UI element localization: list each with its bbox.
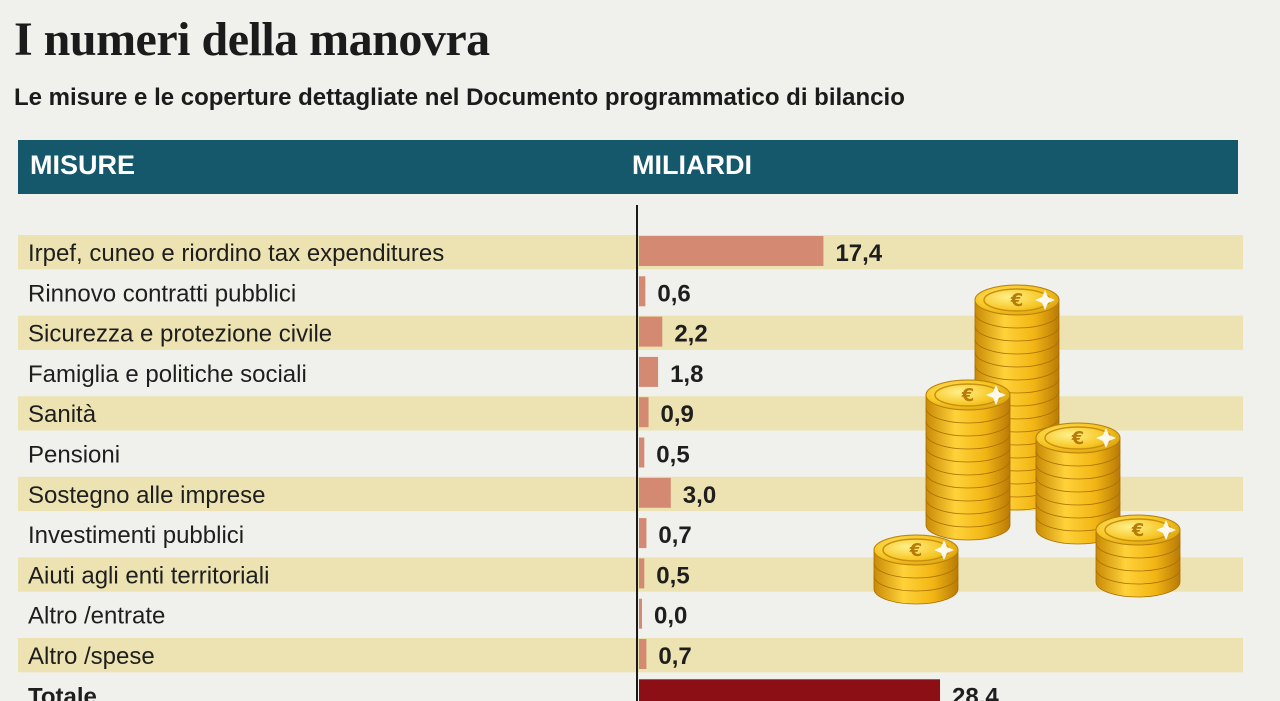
category-label: Irpef, cuneo e riordino tax expenditures [28,240,444,267]
bar [639,356,659,387]
coin-stack: € [1035,422,1121,545]
value-label: 0,5 [656,442,689,469]
category-label: Investimenti pubblici [28,522,244,549]
category-label: Pensioni [28,442,120,469]
svg-text:€: € [961,385,975,406]
bars [639,236,941,701]
value-label: 17,4 [835,240,882,267]
row-stripe [18,557,1243,592]
value-label: 0,0 [654,603,687,630]
billions-column-header: MILIARDI [632,150,752,180]
bar [639,639,647,669]
bar [639,477,671,508]
value-label: 0,7 [658,643,691,670]
coin-stack: € [873,534,959,605]
row-stripe [18,235,1243,270]
measures-column-header: MISURE [30,150,136,180]
chart-title: I numeri della manovra [14,13,490,66]
row-labels: Irpef, cuneo e riordino tax expenditures… [28,240,444,701]
value-label: 28,4 [952,683,999,701]
value-label: 3,0 [683,482,716,509]
svg-text:€: € [1010,290,1024,311]
header-band [18,140,1238,194]
category-label: Rinnovo contratti pubblici [28,280,296,307]
category-label: Sicurezza e protezione civile [28,321,332,348]
category-label: Totale [28,683,97,701]
value-label: 2,2 [674,321,707,348]
svg-text:€: € [1071,428,1085,449]
bar [639,558,645,589]
bar [639,598,642,629]
bar [639,518,647,549]
bar [639,276,646,307]
value-label: 1,8 [670,361,703,388]
chart-subtitle: Le misure e le coperture dettagliate nel… [14,84,905,111]
value-label: 0,9 [661,401,694,428]
value-label: 0,6 [657,280,690,307]
bar [639,679,941,701]
value-labels: 17,4 0,6 2,2 1,8 0,9 0,5 3,0 0,7 0,5 0,0 0,7 28,4 [654,240,999,701]
category-label: Altro /entrate [28,603,165,630]
svg-text:€: € [909,540,923,561]
category-label: Famiglia e politiche sociali [28,361,307,388]
euro-coin-stacks-icon: € € € € € [873,284,1181,605]
coin-stack: € [1095,514,1181,598]
svg-text:€: € [1131,520,1145,541]
bar [639,397,649,428]
coin-stack: € [925,379,1011,541]
category-label: Sostegno alle imprese [28,482,265,509]
category-label: Aiuti agli enti territoriali [28,562,269,589]
bar [639,437,645,468]
row-stripe [18,638,1243,673]
category-label: Sanità [28,401,97,428]
value-label: 0,5 [656,562,689,589]
value-label: 0,7 [658,522,691,549]
bar [639,236,824,266]
bar [639,316,663,347]
category-label: Altro /spese [28,643,155,670]
